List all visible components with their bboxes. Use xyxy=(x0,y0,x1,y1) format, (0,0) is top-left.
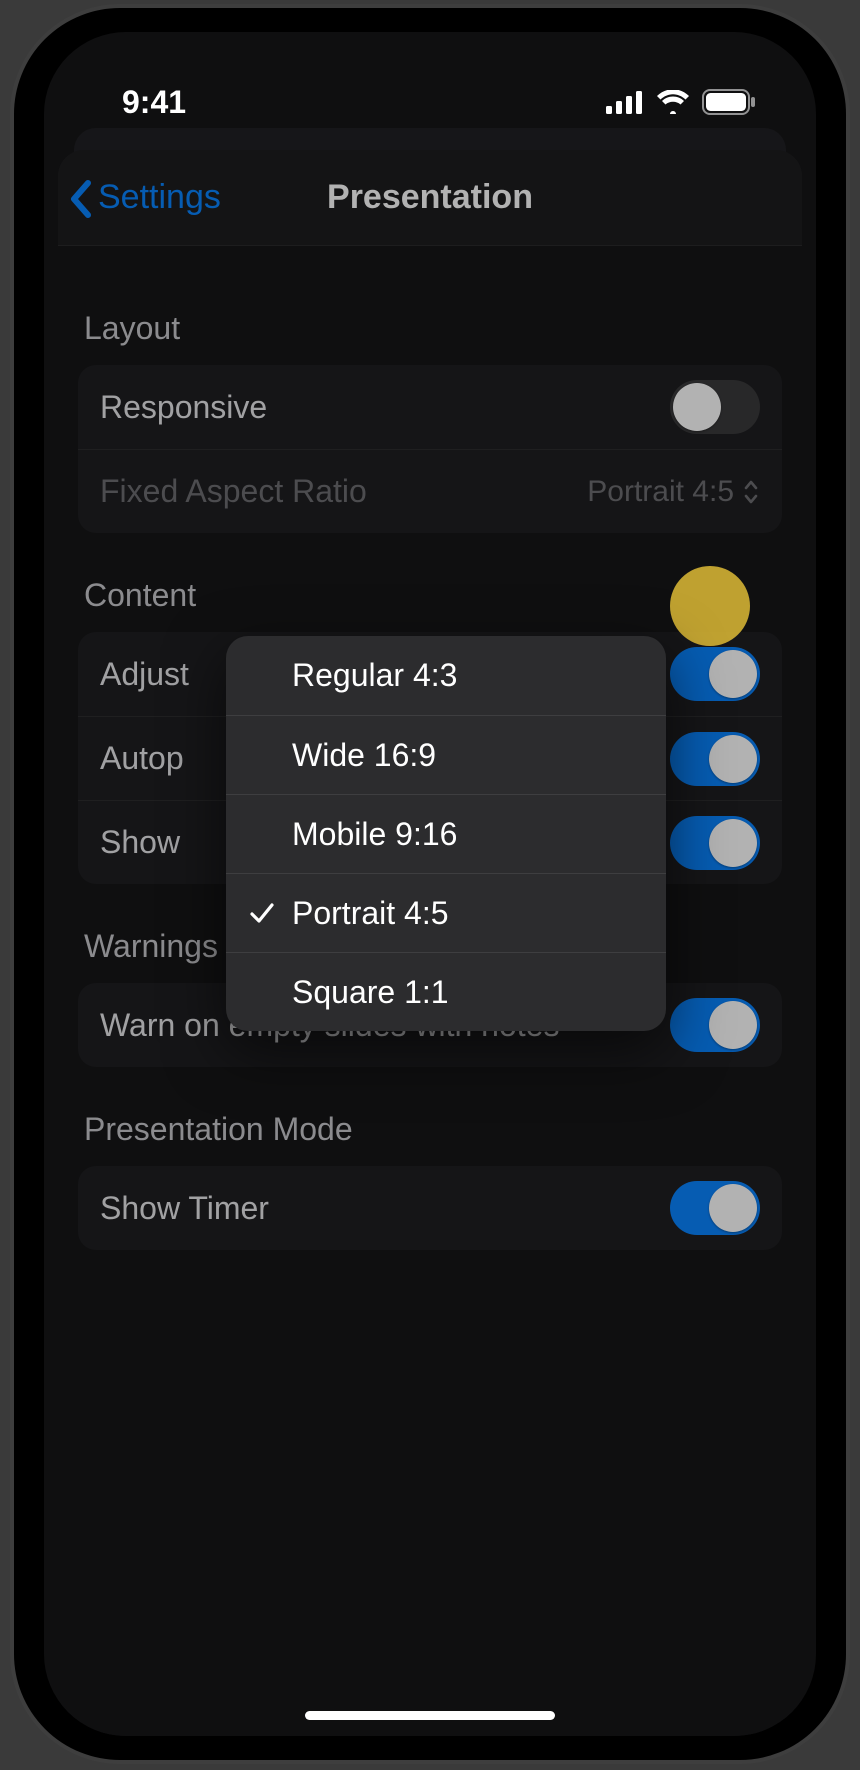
settings-sheet: Settings Presentation Layout Responsive … xyxy=(58,150,802,1736)
label-adjust: Adjust xyxy=(100,656,189,693)
section-header-content: Content xyxy=(84,577,782,614)
status-bar: 9:41 xyxy=(44,32,816,132)
label-autop: Autop xyxy=(100,740,184,777)
label-fixed-aspect: Fixed Aspect Ratio xyxy=(100,473,367,510)
label-responsive: Responsive xyxy=(100,389,267,426)
menu-item[interactable]: Regular 4:3 xyxy=(226,636,666,715)
status-icons xyxy=(606,89,756,115)
value-fixed-aspect-text: Portrait 4:5 xyxy=(587,475,734,509)
toggle-warn-empty[interactable] xyxy=(670,998,760,1052)
toggle-autop[interactable] xyxy=(670,732,760,786)
section-header-presentation-mode: Presentation Mode xyxy=(84,1111,782,1148)
nav-bar: Settings Presentation xyxy=(58,150,802,246)
menu-item[interactable]: Square 1:1 xyxy=(226,952,666,1031)
group-layout: Responsive Fixed Aspect Ratio Portrait 4… xyxy=(78,365,782,533)
toggle-adjust[interactable] xyxy=(670,647,760,701)
status-time: 9:41 xyxy=(122,84,186,121)
battery-icon xyxy=(702,89,756,115)
group-presentation-mode: Show Timer xyxy=(78,1166,782,1250)
menu-item-label: Regular 4:3 xyxy=(292,657,457,694)
back-button[interactable]: Settings xyxy=(68,178,221,218)
menu-item-label: Square 1:1 xyxy=(292,974,449,1011)
menu-item[interactable]: Wide 16:9 xyxy=(226,715,666,794)
row-show-timer: Show Timer xyxy=(78,1166,782,1250)
updown-icon xyxy=(742,479,760,505)
back-label: Settings xyxy=(98,178,221,217)
home-indicator[interactable] xyxy=(305,1711,555,1720)
menu-item-label: Wide 16:9 xyxy=(292,737,436,774)
menu-item-label: Mobile 9:16 xyxy=(292,816,457,853)
toggle-show[interactable] xyxy=(670,816,760,870)
check-icon xyxy=(248,899,276,927)
row-fixed-aspect[interactable]: Fixed Aspect Ratio Portrait 4:5 xyxy=(78,449,782,533)
aspect-ratio-menu[interactable]: Regular 4:3 Wide 16:9 Mobile 9:16 Portrait … xyxy=(226,636,666,1031)
cellular-icon xyxy=(606,90,644,114)
toggle-responsive[interactable] xyxy=(670,380,760,434)
label-show: Show xyxy=(100,824,180,861)
section-header-layout: Layout xyxy=(84,310,782,347)
row-responsive: Responsive xyxy=(78,365,782,449)
screen: 9:41 Settings Presentation Layout xyxy=(44,32,816,1736)
toggle-show-timer[interactable] xyxy=(670,1181,760,1235)
value-fixed-aspect: Portrait 4:5 xyxy=(587,475,760,509)
menu-item[interactable]: Portrait 4:5 xyxy=(226,873,666,952)
menu-item-label: Portrait 4:5 xyxy=(292,895,449,932)
label-show-timer: Show Timer xyxy=(100,1190,269,1227)
wifi-icon xyxy=(656,90,690,114)
chevron-left-icon xyxy=(68,180,94,218)
menu-item[interactable]: Mobile 9:16 xyxy=(226,794,666,873)
device-frame: 9:41 Settings Presentation Layout xyxy=(10,4,850,1764)
